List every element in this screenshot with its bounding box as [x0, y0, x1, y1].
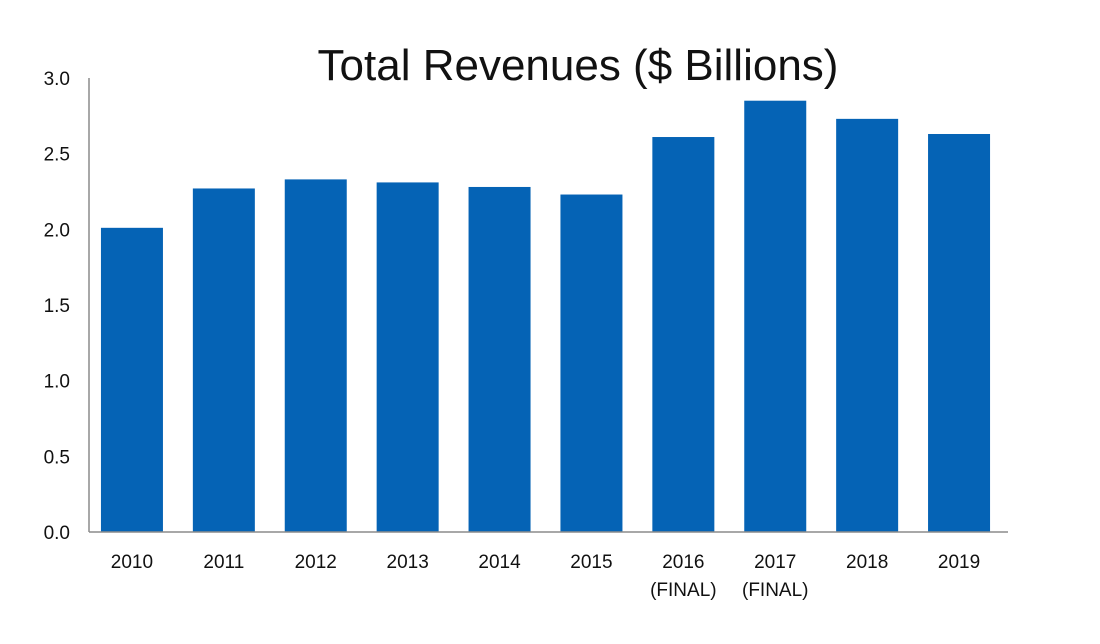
bar-2011 — [192, 188, 255, 532]
bar-2017 — [744, 100, 807, 532]
x-tick-label: 2013 — [387, 552, 429, 573]
bar-2010 — [100, 227, 163, 532]
x-tick-sublabel: (FINAL) — [650, 580, 717, 601]
y-tick-label: 2.0 — [44, 220, 70, 241]
y-tick-label: 2.5 — [44, 145, 70, 166]
x-tick-label: 2010 — [111, 552, 153, 573]
x-tick-sublabel: (FINAL) — [742, 580, 809, 601]
y-tick-label: 3.0 — [44, 69, 70, 90]
y-tick-label: 0.0 — [44, 523, 70, 544]
bar-2014 — [468, 186, 531, 532]
x-tick-label: 2017 — [754, 552, 796, 573]
x-tick-label: 2019 — [938, 552, 980, 573]
bar-2012 — [284, 179, 347, 533]
x-tick-label: 2014 — [478, 552, 521, 573]
y-tick-label: 0.5 — [44, 447, 70, 468]
bar-2019 — [928, 133, 991, 532]
y-tick-label: 1.5 — [44, 296, 70, 317]
y-axis-ticks: 0.0 0.5 1.0 1.5 2.0 2.5 3.0 — [44, 69, 70, 544]
chart-title: Total Revenues ($ Billions) — [318, 41, 839, 90]
x-tick-label: 2015 — [570, 552, 612, 573]
x-tick-label: 2012 — [295, 552, 337, 573]
bar-2018 — [836, 118, 899, 533]
x-tick-label: 2016 — [662, 552, 704, 573]
x-axis-labels: 2010 2011 2012 2013 2014 2015 2016 (FINAL) 2017 (… — [111, 552, 980, 601]
y-tick-label: 1.0 — [44, 372, 70, 393]
bars — [100, 100, 991, 533]
bar-2015 — [560, 194, 623, 532]
x-tick-label: 2018 — [846, 552, 888, 573]
x-tick-label: 2011 — [203, 552, 244, 573]
bar-2013 — [376, 182, 439, 533]
bar-2016 — [652, 137, 715, 532]
